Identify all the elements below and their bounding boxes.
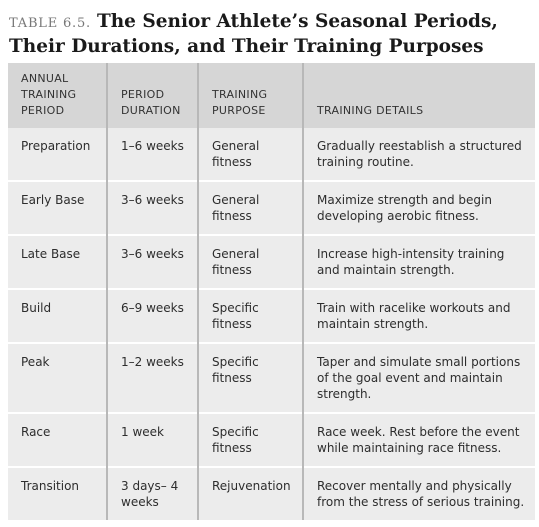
- period-cell: Preparation: [8, 128, 107, 181]
- table-row: Early Base 3–6 weeks General fitness Max…: [8, 180, 535, 235]
- details-cell: Race week. Rest before the event while m…: [302, 412, 535, 467]
- details-cell: Gradually reestablish a structured train…: [302, 128, 535, 181]
- table-caption: TABLE 6.5. The Senior Athlete’s Seasonal …: [9, 10, 537, 58]
- period-cell: Race: [8, 412, 107, 467]
- details-cell: Train with racelike workouts and maintai…: [302, 288, 535, 343]
- header-period-duration: PERIOD DURATION: [106, 63, 198, 128]
- duration-cell: 1–2 weeks: [106, 342, 198, 413]
- purpose-cell: General fitness: [197, 128, 303, 181]
- details-cell: Recover mentally and physically from the…: [302, 466, 535, 520]
- table-title: The Senior Athlete’s Seasonal Periods, T…: [9, 11, 498, 57]
- purpose-cell: Specific fitness: [197, 342, 303, 413]
- header-row: ANNUAL TRAINING PERIOD PERIOD DURATION T…: [8, 63, 535, 128]
- purpose-cell: Specific fitness: [197, 412, 303, 467]
- period-cell: Peak: [8, 342, 107, 413]
- duration-cell: 1–6 weeks: [106, 128, 198, 181]
- header-training-purpose: TRAINING PURPOSE: [197, 63, 303, 128]
- header-annual-training-period: ANNUAL TRAINING PERIOD: [8, 63, 107, 128]
- duration-cell: 6–9 weeks: [106, 288, 198, 343]
- period-cell: Early Base: [8, 180, 107, 235]
- table-row: Preparation 1–6 weeks General fitness Gr…: [8, 128, 535, 181]
- table-row: Transition 3 days– 4 weeks Rejuvenation …: [8, 466, 535, 520]
- table-row: Build 6–9 weeks Specific fitness Train w…: [8, 288, 535, 343]
- purpose-cell: General fitness: [197, 180, 303, 235]
- table-row: Late Base 3–6 weeks General fitness Incr…: [8, 234, 535, 289]
- details-cell: Taper and simulate small portions of the…: [302, 342, 535, 413]
- table-row: Race 1 week Specific fitness Race week. …: [8, 412, 535, 467]
- table-number: TABLE 6.5.: [9, 16, 91, 31]
- header-training-details: TRAINING DETAILS: [302, 63, 535, 128]
- purpose-cell: Rejuvenation: [197, 466, 303, 520]
- duration-cell: 3–6 weeks: [106, 180, 198, 235]
- purpose-cell: General fitness: [197, 234, 303, 289]
- duration-cell: 3–6 weeks: [106, 234, 198, 289]
- purpose-cell: Specific fitness: [197, 288, 303, 343]
- table-row: Peak 1–2 weeks Specific fitness Taper an…: [8, 342, 535, 413]
- details-cell: Maximize strength and begin developing a…: [302, 180, 535, 235]
- period-cell: Build: [8, 288, 107, 343]
- training-periods-table: ANNUAL TRAINING PERIOD PERIOD DURATION T…: [8, 63, 535, 520]
- duration-cell: 1 week: [106, 412, 198, 467]
- details-cell: Increase high-intensity training and mai…: [302, 234, 535, 289]
- duration-cell: 3 days– 4 weeks: [106, 466, 198, 520]
- period-cell: Late Base: [8, 234, 107, 289]
- period-cell: Transition: [8, 466, 107, 520]
